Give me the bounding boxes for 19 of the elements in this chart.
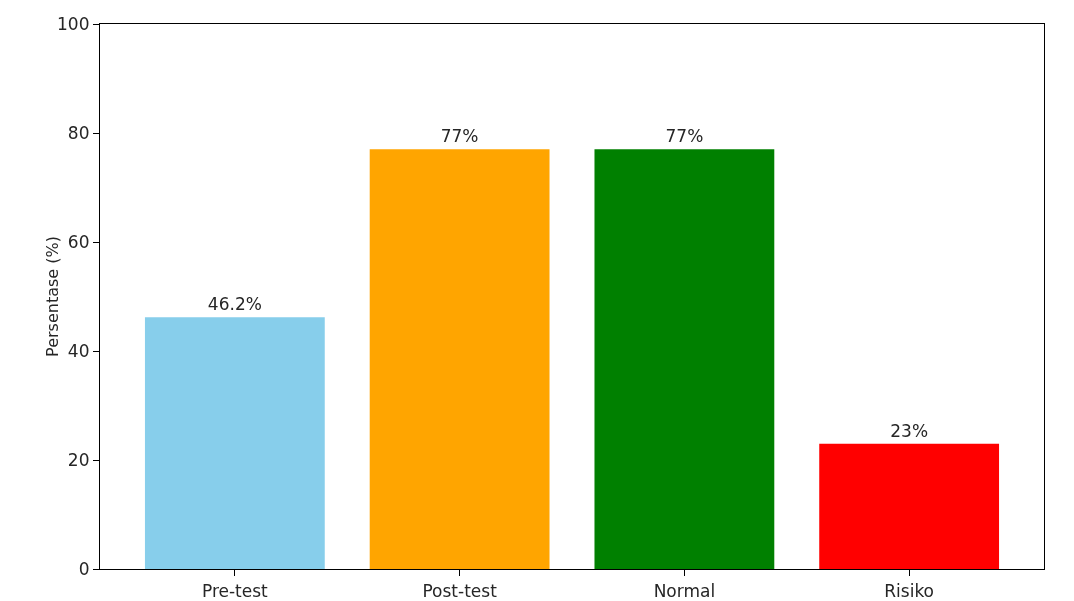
y-tick-label: 40 (67, 340, 90, 361)
x-tick-label: Risiko (884, 580, 935, 601)
y-axis-title: Persentase (%) (42, 236, 62, 357)
bar (144, 317, 325, 569)
y-tick-label: 20 (67, 449, 90, 470)
y-tick-label: 60 (67, 231, 90, 252)
bar (594, 149, 775, 569)
x-tick-label: Pre-test (201, 580, 269, 601)
y-tick-label: 0 (78, 558, 90, 579)
data-label: 77% (440, 126, 479, 147)
data-label: 23% (890, 420, 929, 441)
x-tick-label: Normal (653, 580, 716, 601)
y-tick-label: 80 (67, 122, 90, 143)
x-tick-label: Post-test (422, 580, 498, 601)
data-label: 46.2% (207, 294, 262, 315)
y-tick-label: 100 (57, 13, 90, 34)
bar (819, 443, 1000, 569)
bar (369, 149, 550, 569)
data-label: 77% (665, 126, 704, 147)
